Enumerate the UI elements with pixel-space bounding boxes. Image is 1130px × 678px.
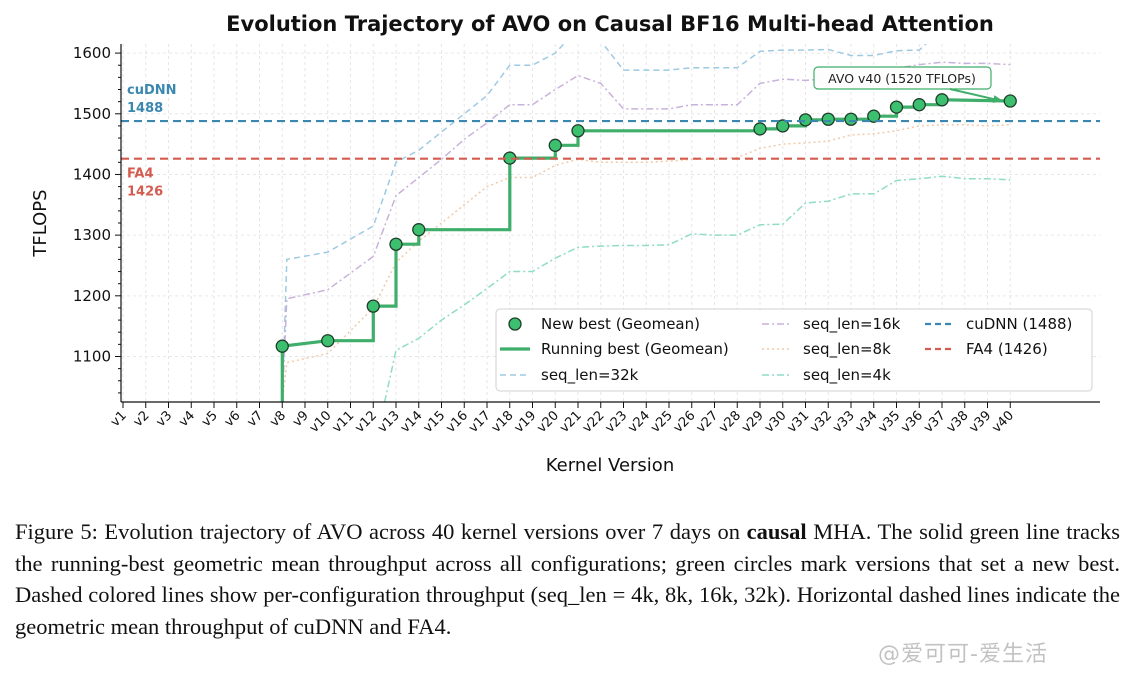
x-tick-label: v10: [307, 408, 335, 436]
x-axis-label: Kernel Version: [546, 455, 674, 476]
x-tick-label: v3: [153, 408, 175, 430]
y-tick-label: 1400: [73, 165, 111, 183]
x-tick-label: v33: [830, 408, 858, 436]
x-tick-label: v22: [580, 408, 608, 436]
x-tick-label: v31: [785, 408, 813, 436]
series-line: [281, 44, 927, 402]
x-tick-label: v32: [807, 408, 835, 436]
new-best-marker: [753, 122, 767, 136]
x-tick-label: v12: [352, 408, 380, 436]
legend-label: FA4 (1426): [966, 340, 1048, 358]
x-tick-label: v13: [375, 408, 403, 436]
legend-label: New best (Geomean): [541, 315, 700, 333]
x-tick-label: v11: [330, 408, 358, 436]
x-tick-label: v8: [267, 408, 289, 430]
new-best-marker: [798, 113, 813, 127]
annotation: AVO v40 (1520 TFLOPs): [813, 66, 1004, 103]
legend-label: seq_len=32k: [541, 366, 639, 385]
legend: New best (Geomean) seq_len=16k cuDNN (1488…: [495, 308, 1093, 392]
reference-label: cuDNN: [127, 83, 177, 98]
x-tick-label: v40: [989, 408, 1017, 436]
chart: Evolution Trajectory of AVO on Causal BF…: [30, 12, 1100, 476]
y-tick-label: 1600: [73, 44, 111, 62]
figure: Evolution Trajectory of AVO on Causal BF…: [30, 12, 1100, 476]
legend-label: Running best (Geomean): [541, 340, 729, 358]
y-tick-label: 1200: [73, 287, 111, 305]
y-tick-label: 1500: [73, 105, 111, 123]
x-tick-label: v37: [921, 408, 949, 436]
legend-swatch: [508, 317, 522, 331]
reference-lines: cuDNN 1488 FA4 1426: [121, 83, 1100, 200]
x-tick-label: v19: [512, 408, 540, 436]
new-best-marker: [912, 98, 926, 112]
x-tick-label: v30: [762, 408, 790, 436]
new-best-marker: [548, 138, 562, 152]
y-tick-label: 1300: [73, 226, 111, 244]
series-line: [281, 123, 1011, 402]
x-tick-label: v36: [898, 408, 926, 436]
annotation-box: [813, 66, 992, 90]
new-best-marker: [867, 109, 881, 123]
caption-part-2: MHA. The solid green line tracks the run…: [15, 519, 1121, 639]
x-tick-label: v21: [557, 408, 585, 436]
x-tick-label: v25: [648, 408, 676, 436]
chart-title: Evolution Trajectory of AVO on Causal BF…: [226, 12, 994, 36]
x-tick-label: v29: [739, 408, 767, 436]
legend-label: seq_len=16k: [803, 315, 901, 334]
x-tick-label: v34: [853, 408, 881, 436]
new-best-marker: [412, 223, 426, 237]
x-tick-label: v38: [944, 408, 972, 436]
caption-part-1: Figure 5: Evolution trajectory of AVO ac…: [15, 519, 747, 544]
legend-label: seq_len=8k: [803, 340, 891, 359]
x-tick-label: v7: [244, 408, 266, 430]
legend-box: [495, 308, 1093, 392]
new-best-marker: [776, 119, 790, 133]
legend-label: seq_len=4k: [803, 366, 891, 385]
reference-value: 1488: [127, 101, 163, 116]
new-best-marker: [321, 334, 335, 348]
x-tick-label: v14: [398, 408, 426, 436]
new-best-marker: [844, 112, 858, 126]
new-best-marker: [571, 124, 585, 138]
x-tick-label: v26: [671, 408, 699, 436]
reference-value: 1426: [127, 185, 163, 200]
x-tick-label: v20: [534, 408, 562, 436]
x-tick-label: v27: [694, 408, 722, 436]
new-best-marker: [821, 112, 835, 126]
annotation-text: AVO v40 (1520 TFLOPs): [828, 71, 976, 86]
new-best-marker: [366, 299, 380, 313]
x-tick-label: v35: [876, 408, 904, 436]
new-best-marker: [889, 100, 904, 114]
new-best-marker: [935, 93, 949, 107]
new-best-marker: [1003, 94, 1017, 108]
x-tick-label: v6: [222, 408, 244, 430]
series-line: [383, 175, 1011, 402]
x-tick-label: v4: [176, 408, 198, 430]
x-tick-label: v23: [603, 408, 631, 436]
x-tick-label: v2: [131, 408, 153, 430]
y-axis-label: TFLOPS: [30, 189, 51, 257]
figure-caption: Figure 5: Evolution trajectory of AVO ac…: [15, 516, 1120, 642]
y-tick-label: 1100: [73, 347, 111, 365]
x-tick-label: v5: [199, 408, 221, 430]
caption-bold: causal: [746, 519, 807, 544]
x-tick-label: v28: [716, 408, 744, 436]
x-tick-label: v1: [108, 408, 130, 430]
x-tick-label: v15: [421, 408, 449, 436]
legend-label: cuDNN (1488): [966, 315, 1072, 333]
x-tick-label: v39: [967, 408, 995, 436]
reference-label: FA4: [127, 167, 154, 182]
new-best-marker: [389, 237, 403, 251]
x-tick-label: v24: [625, 408, 653, 436]
x-tick-label: v17: [466, 408, 494, 436]
x-tick-label: v16: [443, 408, 471, 436]
new-best-marker: [275, 339, 289, 353]
annotation-arrow: [949, 88, 1004, 103]
x-tick-label: v18: [489, 408, 517, 436]
watermark: @爱可可-爱生活: [878, 642, 1048, 667]
